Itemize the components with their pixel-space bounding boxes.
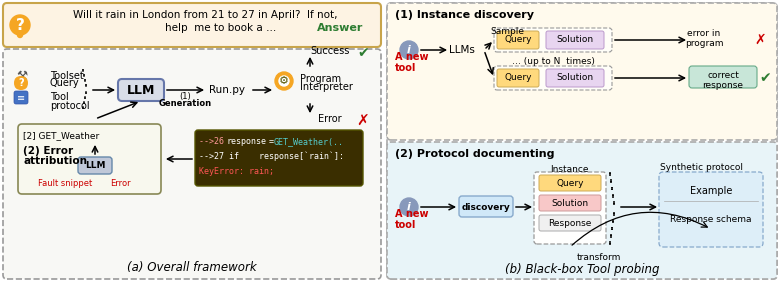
Text: Fault snippet: Fault snippet [38, 179, 92, 188]
Text: A new: A new [395, 209, 428, 219]
Text: LLMs: LLMs [449, 45, 475, 55]
FancyBboxPatch shape [3, 3, 381, 47]
Text: help  me to book a …: help me to book a … [165, 23, 276, 33]
FancyBboxPatch shape [3, 49, 381, 279]
Text: KeyError: rain;: KeyError: rain; [199, 168, 274, 177]
FancyBboxPatch shape [497, 31, 539, 49]
Circle shape [17, 32, 23, 38]
FancyBboxPatch shape [14, 76, 28, 90]
Text: tool: tool [395, 63, 417, 73]
Text: -->26: -->26 [199, 138, 229, 147]
FancyBboxPatch shape [195, 130, 363, 186]
Circle shape [400, 198, 418, 216]
Text: A new: A new [395, 52, 428, 62]
Text: Sample: Sample [490, 27, 524, 36]
FancyBboxPatch shape [539, 175, 601, 191]
FancyBboxPatch shape [546, 69, 604, 87]
FancyBboxPatch shape [534, 172, 606, 244]
Circle shape [400, 41, 418, 59]
Text: Toolset: Toolset [50, 71, 83, 81]
Text: GET_Weather(..: GET_Weather(.. [274, 138, 344, 147]
FancyBboxPatch shape [387, 3, 777, 140]
Text: =: = [264, 138, 279, 147]
Text: Query: Query [504, 73, 532, 82]
Text: protocol: protocol [50, 101, 90, 111]
Text: (2) Protocol documenting: (2) Protocol documenting [395, 149, 555, 159]
Text: (b) Black-box Tool probing: (b) Black-box Tool probing [505, 262, 659, 275]
Text: Synthetic protocol: Synthetic protocol [661, 162, 743, 171]
Text: Error: Error [110, 179, 130, 188]
Text: ≡: ≡ [17, 93, 25, 103]
FancyBboxPatch shape [494, 66, 612, 90]
Text: Response schema: Response schema [670, 214, 752, 223]
Text: transform: transform [577, 253, 621, 262]
Text: LLM: LLM [127, 84, 155, 97]
Text: program: program [685, 38, 723, 47]
FancyBboxPatch shape [18, 124, 161, 194]
FancyBboxPatch shape [494, 28, 612, 52]
Text: tool: tool [395, 220, 417, 230]
Text: [2] GET_Weather: [2] GET_Weather [23, 131, 99, 140]
Text: (2) Error: (2) Error [23, 146, 73, 156]
Text: Instance: Instance [550, 164, 588, 173]
Circle shape [10, 15, 30, 35]
FancyBboxPatch shape [539, 215, 601, 231]
Text: attribution: attribution [23, 156, 87, 166]
FancyBboxPatch shape [689, 66, 757, 88]
Text: Will it rain in London from 21 to 27 in April?  If not,: Will it rain in London from 21 to 27 in … [73, 10, 337, 20]
FancyBboxPatch shape [497, 69, 539, 87]
Text: ?: ? [16, 18, 24, 32]
Text: Answer: Answer [317, 23, 363, 33]
Text: i: i [407, 202, 411, 212]
Text: ⚒: ⚒ [16, 69, 27, 82]
Text: discovery: discovery [462, 203, 510, 212]
Text: i: i [407, 45, 411, 55]
FancyBboxPatch shape [546, 31, 604, 49]
FancyBboxPatch shape [387, 142, 777, 279]
Circle shape [13, 18, 27, 32]
Text: ✔: ✔ [357, 46, 369, 60]
FancyBboxPatch shape [659, 172, 763, 247]
Text: response: response [226, 138, 266, 147]
FancyBboxPatch shape [539, 195, 601, 211]
Text: ✗: ✗ [356, 114, 370, 129]
Text: Program: Program [300, 74, 341, 84]
Text: ✔: ✔ [759, 71, 771, 85]
Text: LLM: LLM [85, 162, 105, 171]
Text: -->27 if    response[`rain`]:: -->27 if response[`rain`]: [199, 151, 344, 161]
Text: Generation: Generation [158, 99, 211, 108]
Text: Query: Query [556, 179, 583, 188]
Text: Success: Success [310, 46, 349, 56]
Text: Error: Error [318, 114, 342, 124]
Text: (a) Overall framework: (a) Overall framework [127, 260, 257, 273]
FancyBboxPatch shape [459, 196, 513, 217]
Text: Solution: Solution [556, 36, 594, 45]
Text: Solution: Solution [551, 199, 589, 208]
Circle shape [279, 76, 289, 86]
Text: Run.py: Run.py [209, 85, 245, 95]
Text: ⚙: ⚙ [279, 76, 289, 86]
Text: Query: Query [50, 78, 80, 88]
FancyBboxPatch shape [78, 157, 112, 174]
FancyBboxPatch shape [118, 79, 164, 101]
Text: response: response [703, 81, 743, 90]
Text: ✗: ✗ [754, 33, 766, 47]
Text: … (up to N  times): … (up to N times) [512, 57, 594, 66]
Text: Query: Query [504, 36, 532, 45]
Text: (1) Instance discovery: (1) Instance discovery [395, 10, 534, 20]
Text: correct: correct [707, 71, 739, 81]
Text: Response: Response [548, 218, 592, 227]
Circle shape [275, 72, 293, 90]
Text: Solution: Solution [556, 73, 594, 82]
FancyBboxPatch shape [14, 91, 28, 104]
Text: Example: Example [690, 186, 732, 196]
Text: (1): (1) [179, 92, 191, 101]
Text: ?: ? [18, 78, 24, 88]
Text: Interpreter: Interpreter [300, 82, 353, 92]
Text: error in: error in [687, 29, 721, 38]
Text: Tool: Tool [50, 92, 69, 102]
